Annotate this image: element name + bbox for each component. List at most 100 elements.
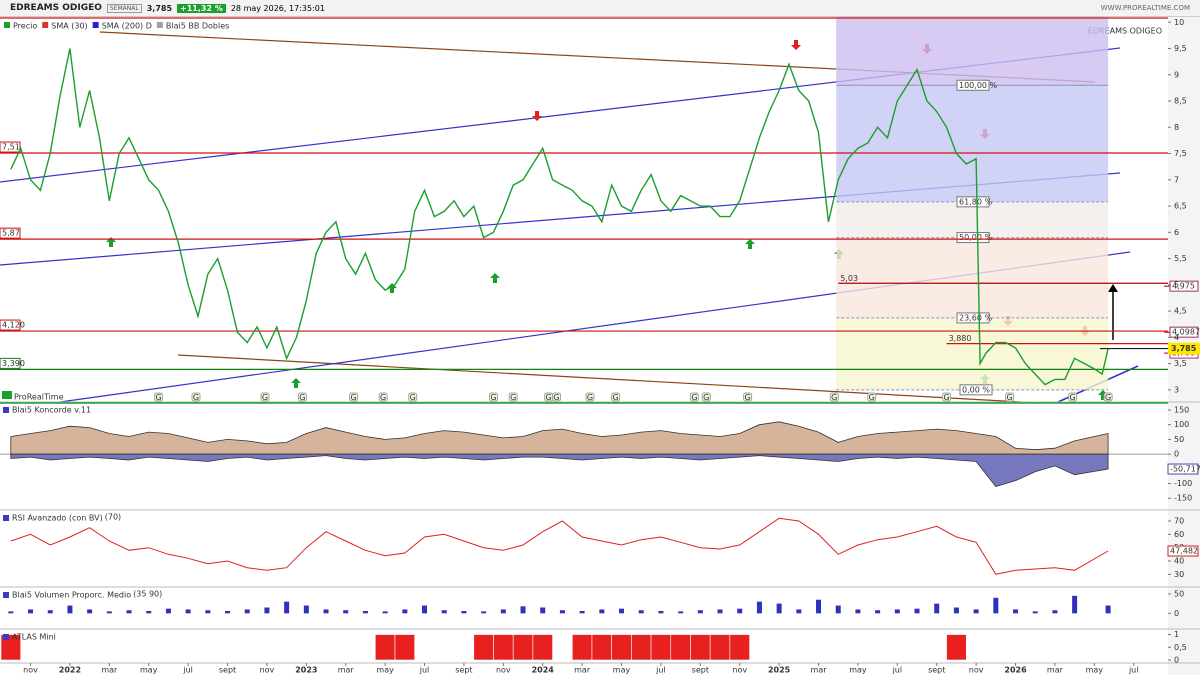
x-tick-label: sept — [692, 666, 709, 675]
panel-title: ATLAS Mini — [12, 633, 56, 642]
x-tick-label: nov — [732, 666, 747, 675]
bar — [402, 609, 408, 614]
bar — [993, 597, 999, 614]
y-tick-label: 0,5 — [1174, 643, 1187, 652]
event-mark: G — [691, 393, 697, 402]
event-mark: G — [587, 393, 593, 402]
fib-label: 0,00 % — [962, 385, 990, 394]
bar — [493, 634, 514, 661]
bar — [441, 610, 447, 614]
event-mark: G — [831, 393, 837, 402]
x-tick-label: jul — [1128, 666, 1139, 675]
bar — [591, 634, 612, 661]
event-mark: G — [490, 393, 496, 402]
bar — [934, 603, 940, 614]
event-mark: G — [745, 393, 751, 402]
event-mark: G — [943, 393, 949, 402]
x-tick-label: jul — [182, 666, 193, 675]
y-tick-label: 7,5 — [1174, 149, 1187, 158]
bar — [303, 605, 309, 614]
change: +11,32 % — [177, 3, 226, 13]
indicator-line — [10, 517, 1109, 575]
fib-zone — [836, 201, 1109, 238]
bar — [126, 610, 132, 614]
bar — [185, 609, 191, 614]
event-mark: G — [262, 393, 268, 402]
bar — [658, 611, 664, 614]
event-mark-box — [701, 392, 711, 402]
bar — [343, 610, 349, 614]
event-mark: G — [553, 393, 559, 402]
y-tick-label: 3 — [1174, 385, 1179, 394]
bar — [165, 608, 171, 614]
event-mark-box — [1068, 392, 1078, 402]
legend-label: Precio — [13, 22, 37, 31]
event-mark: G — [546, 393, 552, 402]
x-tick-label: 2023 — [295, 666, 317, 675]
buy-arrow — [745, 239, 755, 249]
buy-arrow — [106, 237, 116, 247]
bar — [579, 611, 585, 614]
fib-label-box — [956, 312, 990, 324]
brand-box — [2, 391, 12, 399]
event-mark-box — [611, 392, 621, 402]
fib-label-box — [956, 196, 990, 208]
site: WWW.PROREALTIME.COM — [1100, 4, 1190, 12]
level-label: 5,03 — [840, 274, 858, 283]
x-tick-label: mar — [338, 666, 355, 675]
y-tick-label: 8 — [1174, 123, 1179, 132]
bar — [382, 611, 388, 614]
x-tick-label: mar — [1047, 666, 1064, 675]
panel-icon — [3, 515, 9, 521]
level-label-box — [0, 141, 21, 153]
bar — [1013, 609, 1019, 614]
event-mark-box — [488, 392, 498, 402]
buy-arrow — [291, 378, 301, 388]
event-mark-box — [552, 392, 562, 402]
event-mark: G — [613, 393, 619, 402]
bar — [532, 634, 553, 661]
last-value-label-box — [1167, 545, 1199, 557]
y-tick-label: 100 — [1174, 420, 1189, 429]
bar — [422, 605, 428, 614]
x-tick-label: mar — [574, 666, 591, 675]
bar — [146, 611, 152, 614]
panel-title: Blai5 Volumen Proporc. Medio — [12, 591, 131, 600]
event-mark-box — [867, 392, 877, 402]
bar — [67, 605, 73, 614]
level-label-box — [0, 319, 21, 331]
bar — [47, 610, 53, 614]
event-mark-box — [689, 392, 699, 402]
y-tick-label: 4,5 — [1174, 307, 1187, 316]
right-label: 4,0987 — [1172, 328, 1200, 337]
fib-label-box — [956, 79, 990, 91]
bar — [512, 634, 534, 661]
fib-label: 23,60 % — [959, 313, 992, 322]
timeframe[interactable]: SEMANAL — [106, 3, 142, 13]
x-tick-label: jul — [892, 666, 903, 675]
bar — [1032, 611, 1038, 614]
y-tick-label: 8,5 — [1174, 97, 1187, 106]
bar — [559, 610, 565, 614]
x-tick-label: nov — [260, 666, 275, 675]
legend-label: Blai5 BB Dobles — [166, 22, 229, 31]
fib-zone — [836, 237, 1109, 318]
y-tick-label: 9,5 — [1174, 44, 1187, 53]
event-mark-box — [585, 392, 595, 402]
buy-arrow — [490, 273, 500, 283]
level-label: 4,120 — [2, 321, 25, 330]
x-tick-label: 2022 — [59, 666, 81, 675]
level-label: 5,87 — [2, 229, 20, 238]
watermark: EDREAMS ODIGEO — [1088, 27, 1162, 36]
fib-label-box — [956, 232, 990, 244]
x-tick-label: sept — [219, 666, 236, 675]
x-tick-label: nov — [969, 666, 984, 675]
bar — [737, 608, 743, 614]
bar — [697, 610, 703, 614]
y-tick-label: 30 — [1174, 570, 1184, 579]
x-tick-label: jul — [655, 666, 666, 675]
panel-icon — [3, 407, 9, 413]
bar — [264, 607, 270, 614]
target-arrow — [1108, 284, 1118, 340]
bar — [28, 609, 34, 614]
